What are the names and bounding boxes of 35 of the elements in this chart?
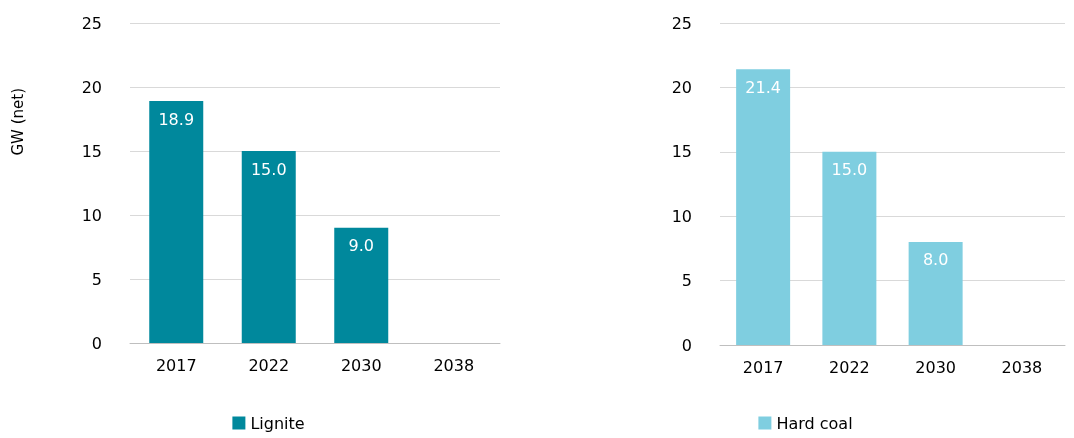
x-tick-label: 2030 [915, 357, 956, 377]
bar [736, 69, 791, 345]
y-tick-label: 0 [681, 335, 692, 355]
bar [334, 227, 389, 343]
y-tick-label: 5 [681, 271, 692, 291]
data-label: 15.0 [250, 159, 287, 179]
y-tick-label: 10 [81, 205, 102, 225]
y-tick-label: 25 [81, 13, 102, 33]
x-tick-label: 2022 [248, 355, 290, 375]
data-label: 15.0 [831, 160, 868, 180]
y-tick-label: 20 [671, 77, 692, 97]
x-tick-label: 2038 [1001, 357, 1043, 377]
bar [908, 241, 963, 345]
y-tick-label: 15 [671, 142, 692, 162]
y-tick-label: 10 [671, 206, 692, 226]
y-tick-label: 5 [91, 269, 102, 289]
x-tick-label: 2022 [829, 357, 870, 377]
legend-label: Hard coal [776, 413, 853, 433]
y-tick-label: 0 [91, 333, 102, 353]
data-label: 8.0 [922, 250, 949, 270]
x-tick-label: 2017 [742, 357, 784, 377]
bar [822, 151, 877, 345]
x-tick-label: 2030 [340, 355, 382, 375]
y-tick-label: 15 [81, 141, 102, 161]
data-label: 9.0 [348, 236, 374, 256]
bar [241, 151, 296, 343]
y-axis-title: GW (net) [8, 88, 27, 156]
bar [149, 101, 204, 343]
x-tick-label: 2017 [155, 355, 197, 375]
data-label: 21.4 [745, 77, 781, 97]
legend-label: Lignite [250, 413, 305, 433]
y-tick-label: 20 [81, 77, 102, 97]
x-tick-label: 2038 [433, 355, 475, 375]
y-tick-label: 25 [671, 13, 692, 33]
data-label: 18.9 [158, 109, 195, 129]
